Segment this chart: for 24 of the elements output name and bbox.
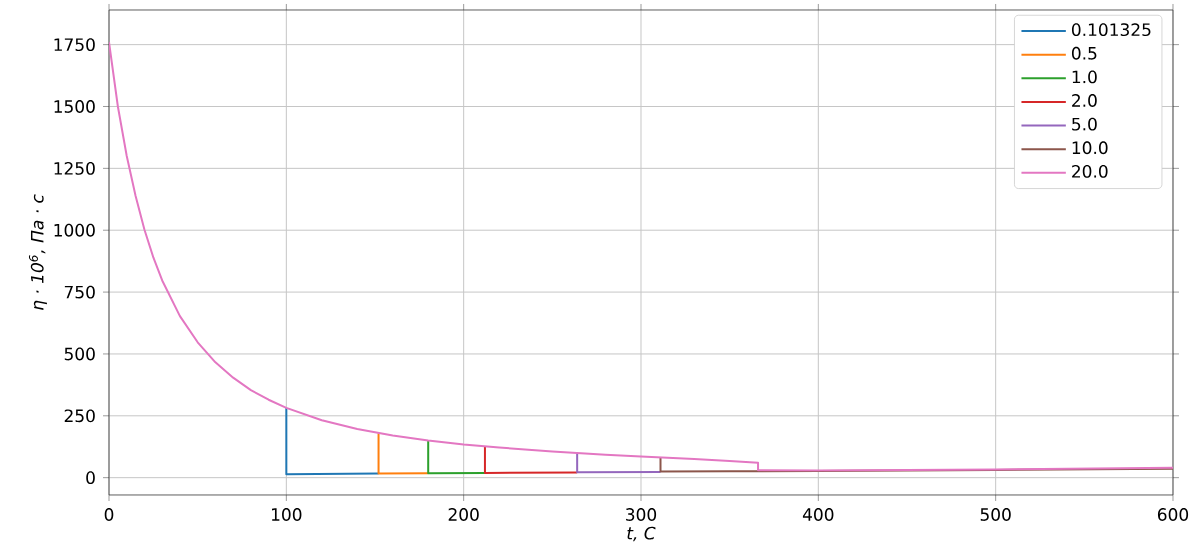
x-tick-label: 100 [271,508,302,521]
x-tick-label: 500 [980,508,1011,521]
x-tick-label: 300 [626,508,657,521]
y-tick-label: 500 [64,347,95,361]
y-tick-label: 750 [64,285,95,299]
x-tick-label: 200 [448,508,479,521]
y-tick-label: 1750 [54,38,95,52]
y-tick-label: 0 [86,471,95,485]
legend-label: 20.0 [1072,164,1108,178]
y-tick-label: 250 [64,409,95,423]
legend-label: 0.5 [1071,46,1097,60]
y-axis-title: η · 10$^{6}$, Па · с [28,194,47,310]
legend-label: 5.0 [1072,117,1097,131]
x-tick-label: 0 [104,508,114,521]
y-tick-label: 1250 [54,161,95,175]
x-axis-title: t, C [627,526,656,542]
legend-label: 0.101325 [1071,23,1151,37]
legend-label: 2.0 [1072,94,1097,107]
x-tick-label: 600 [1157,508,1189,521]
legend-label: 10.0 [1072,141,1108,155]
y-tick-label: 1000 [54,223,95,237]
x-tick-label: 400 [802,508,834,521]
y-tick-label: 1500 [54,100,95,113]
legend-label: 1.0 [1072,70,1097,84]
